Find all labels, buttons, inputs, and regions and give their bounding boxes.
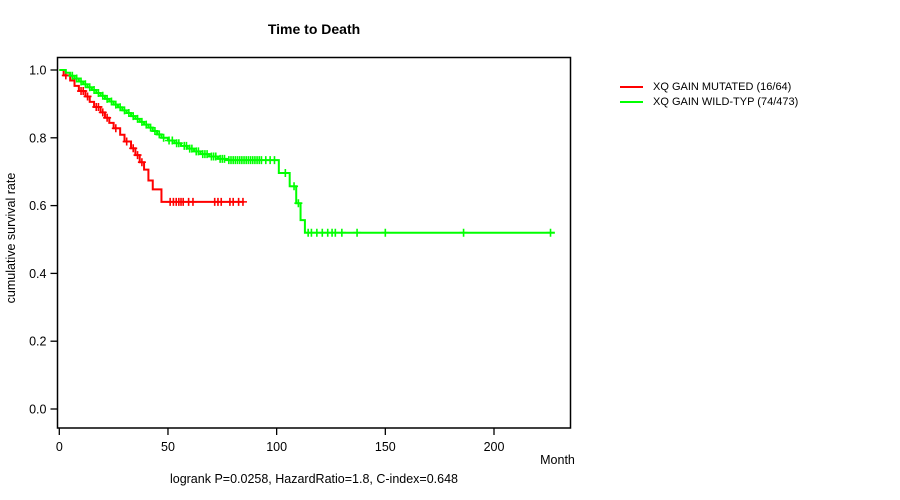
legend-item-wildtype: XQ GAIN WILD-TYP (74/473) bbox=[620, 94, 798, 109]
x-axis-label: Month bbox=[540, 453, 575, 467]
chart-title: Time to Death bbox=[267, 21, 361, 37]
x-tick-label-150: 150 bbox=[375, 440, 396, 454]
legend-line-wildtype-icon bbox=[620, 100, 643, 103]
legend-item-mutated: XQ GAIN MUTATED (16/64) bbox=[620, 79, 798, 94]
x-tick-label-200: 200 bbox=[484, 440, 505, 454]
legend: XQ GAIN MUTATED (16/64) XQ GAIN WILD-TYP… bbox=[620, 79, 798, 109]
y-tick-label-0.4: 0.4 bbox=[29, 267, 46, 281]
plot-box bbox=[56, 56, 572, 429]
y-tick-label-0.2: 0.2 bbox=[29, 335, 46, 349]
y-tick-label-0: 0.0 bbox=[29, 403, 46, 417]
x-tick-label-50: 50 bbox=[161, 440, 175, 454]
y-tick-label-0.8: 0.8 bbox=[29, 131, 46, 145]
x-tick-label-100: 100 bbox=[266, 440, 287, 454]
censor-marks-wildtype bbox=[68, 71, 555, 237]
legend-label-wildtype: XQ GAIN WILD-TYP (74/473) bbox=[653, 95, 799, 108]
censor-marks-mutated bbox=[61, 71, 247, 206]
stats-annotation: logrank P=0.0258, HazardRatio=1.8, C-ind… bbox=[169, 472, 459, 486]
y-tick-label-0.6: 0.6 bbox=[29, 199, 46, 213]
x-tick-label-0: 0 bbox=[56, 440, 63, 454]
y-tick-label-1: 1.0 bbox=[29, 64, 46, 78]
legend-label-mutated: XQ GAIN MUTATED (16/64) bbox=[653, 80, 792, 93]
km-curve-mutated bbox=[59, 69, 245, 203]
legend-line-mutated-icon bbox=[620, 85, 643, 88]
